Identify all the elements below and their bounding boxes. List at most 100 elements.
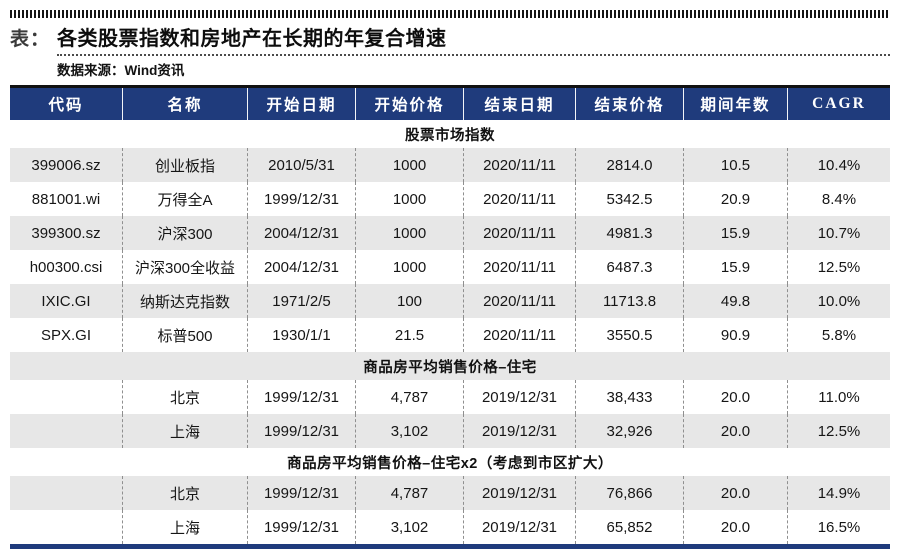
table-cell: 38,433: [575, 380, 683, 414]
table-cell: 4981.3: [575, 216, 683, 250]
table-cell: 3,102: [355, 414, 463, 448]
data-table: 代码 名称 开始日期 开始价格 结束日期 结束价格 期间年数 CAGR 股票市场指数 39900…: [10, 85, 890, 549]
table-cell: 10.4%: [787, 148, 890, 182]
table-cell: 2020/11/11: [463, 284, 575, 318]
table-body: 股票市场指数 399006.sz 创业板指 2010/5/31 1000 2020/11/…: [10, 120, 890, 544]
table-cell: [10, 380, 122, 414]
column-header: 结束价格: [575, 88, 683, 120]
column-header: CAGR: [787, 88, 890, 120]
table-cell: [10, 414, 122, 448]
table-cell: 1999/12/31: [247, 476, 355, 510]
table-cell: 5342.5: [575, 182, 683, 216]
table-cell: 上海: [122, 414, 247, 448]
table-title-line: 表： 各类股票指数和房地产在长期的年复合增速: [10, 22, 890, 51]
table-cell: 4,787: [355, 476, 463, 510]
table-cell: 2020/11/11: [463, 318, 575, 352]
table-cell: 5.8%: [787, 318, 890, 352]
table-cell: 15.9: [683, 250, 787, 284]
table-cell: 2814.0: [575, 148, 683, 182]
table-cell: 3,102: [355, 510, 463, 544]
table-row: SPX.GI 标普500 1930/1/1 21.5 2020/11/11 3550.5 9…: [10, 318, 890, 352]
table-cell: 1000: [355, 250, 463, 284]
table-label-prefix: 表：: [10, 29, 51, 50]
table-cell: 6487.3: [575, 250, 683, 284]
table-cell: 11.0%: [787, 380, 890, 414]
table-cell: 1999/12/31: [247, 380, 355, 414]
table-cell: 20.0: [683, 380, 787, 414]
table-cell: 15.9: [683, 216, 787, 250]
table-cell: 北京: [122, 476, 247, 510]
table-cell: 90.9: [683, 318, 787, 352]
table-cell: [10, 476, 122, 510]
table-cell: 76,866: [575, 476, 683, 510]
table-cell: 3550.5: [575, 318, 683, 352]
column-header: 期间年数: [683, 88, 787, 120]
table-cell: 2019/12/31: [463, 380, 575, 414]
table-cell: 1000: [355, 148, 463, 182]
table-cell: 2020/11/11: [463, 250, 575, 284]
table-cell: 20.0: [683, 510, 787, 544]
title-underline-rule: [57, 54, 890, 56]
table-top-rule: [10, 85, 890, 88]
table-cell: 标普500: [122, 318, 247, 352]
table-cell: 纳斯达克指数: [122, 284, 247, 318]
table-cell: 1999/12/31: [247, 182, 355, 216]
table-cell: 16.5%: [787, 510, 890, 544]
table-cell: SPX.GI: [40, 326, 92, 344]
table-row: h00300.csi 沪深300全收益 2004/12/31 1000 2020/11/…: [10, 250, 890, 284]
table-cell: 12.5%: [787, 250, 890, 284]
section-title-row: 商品房平均销售价格–住宅: [10, 352, 890, 380]
top-dashed-rule: [10, 10, 890, 18]
table-cell: 399300.sz: [31, 224, 101, 242]
table-cell: 11713.8: [575, 284, 683, 318]
column-header: 代码: [48, 97, 84, 114]
table-cell: 万得全A: [122, 182, 247, 216]
table-cell: 上海: [122, 510, 247, 544]
table-row: 881001.wi 万得全A 1999/12/31 1000 2020/11/11 534…: [10, 182, 890, 216]
table-cell: 2020/11/11: [463, 182, 575, 216]
table-cell: 100: [355, 284, 463, 318]
table-cell: 1000: [355, 182, 463, 216]
column-header: 开始日期: [247, 88, 355, 120]
table-row: 上海 1999/12/31 3,102 2019/12/31 32,926 20.0 12.…: [10, 414, 890, 448]
table-cell: 2010/5/31: [247, 148, 355, 182]
table-row: IXIC.GI 纳斯达克指数 1971/2/5 100 2020/11/11 11713.…: [10, 284, 890, 318]
table-cell: 8.4%: [787, 182, 890, 216]
table-row: 399006.sz 创业板指 2010/5/31 1000 2020/11/11 2814…: [10, 148, 890, 182]
table-cell: 1999/12/31: [247, 414, 355, 448]
table-cell: 881001.wi: [31, 190, 101, 208]
table-cell: 12.5%: [787, 414, 890, 448]
page-title: 各类股票指数和房地产在长期的年复合增速: [57, 28, 447, 50]
table-header-row: 代码 名称 开始日期 开始价格 结束日期 结束价格 期间年数 CAGR: [10, 88, 890, 120]
table-cell: 1930/1/1: [247, 318, 355, 352]
table-cell: 4,787: [355, 380, 463, 414]
table-cell: 沪深300全收益: [122, 250, 247, 284]
table-cell: 20.0: [683, 414, 787, 448]
table-cell: 沪深300: [122, 216, 247, 250]
table-cell: [10, 510, 122, 544]
table-cell: 10.5: [683, 148, 787, 182]
table-cell: 21.5: [355, 318, 463, 352]
table-cell: 49.8: [683, 284, 787, 318]
table-cell: 北京: [122, 380, 247, 414]
table-cell: 14.9%: [787, 476, 890, 510]
table-cell: h00300.csi: [29, 258, 103, 276]
table-row: 399300.sz 沪深300 2004/12/31 1000 2020/11/11 49…: [10, 216, 890, 250]
table-cell: 32,926: [575, 414, 683, 448]
table-bottom-rule: [10, 544, 890, 549]
column-header: 名称: [122, 88, 247, 120]
table-cell: 65,852: [575, 510, 683, 544]
table-cell: 2019/12/31: [463, 476, 575, 510]
table-row: 北京 1999/12/31 4,787 2019/12/31 38,433 20.0 11.…: [10, 380, 890, 414]
column-header: 结束日期: [463, 88, 575, 120]
table-cell: 2019/12/31: [463, 414, 575, 448]
table-cell: 1000: [355, 216, 463, 250]
table-cell: 2019/12/31: [463, 510, 575, 544]
table-cell: 10.0%: [787, 284, 890, 318]
table-cell: 20.0: [683, 476, 787, 510]
column-header: 开始价格: [355, 88, 463, 120]
table-row: 上海 1999/12/31 3,102 2019/12/31 65,852 20.0 16.…: [10, 510, 890, 544]
section-title-row: 商品房平均销售价格–住宅x2（考虑到市区扩大）: [10, 448, 890, 476]
data-source-note: 数据来源：Wind资讯: [57, 63, 185, 78]
